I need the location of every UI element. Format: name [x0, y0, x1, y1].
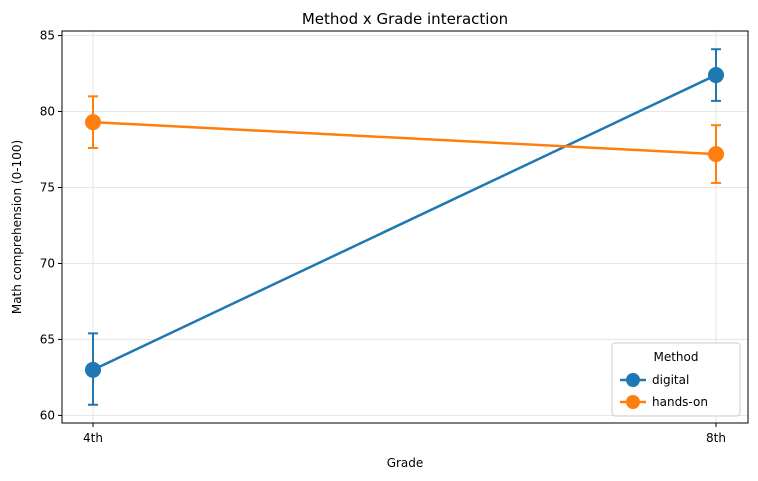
series-digital: [85, 48, 724, 406]
plot-frame: [61, 30, 749, 424]
x-tick-label: 4th: [83, 431, 103, 445]
ticks: 60 65 70 75 80 85 4th 8th: [40, 29, 726, 445]
data-point: [708, 67, 724, 84]
x-tick-label: 8th: [706, 431, 726, 445]
legend-title: Method: [653, 350, 698, 364]
series-hands-on: [85, 95, 724, 184]
legend-item-hands-on: hands-on: [620, 395, 708, 409]
data-point: [708, 146, 724, 163]
y-tick-label: 70: [40, 256, 55, 270]
series-line: [92, 73, 717, 371]
legend-box: [611, 342, 741, 417]
x-axis-label: Grade: [387, 456, 424, 470]
series-layer: [85, 48, 724, 406]
y-tick-label: 65: [40, 332, 55, 346]
legend-marker: [626, 373, 640, 387]
y-tick-label: 60: [40, 408, 55, 422]
y-axis-label: Math comprehension (0-100): [10, 140, 24, 314]
data-point: [85, 361, 101, 378]
y-tick-label: 80: [40, 105, 55, 119]
series-line: [92, 120, 717, 156]
y-tick-label: 85: [40, 29, 55, 43]
legend-marker: [626, 395, 640, 409]
legend: Method digital hands-on: [611, 342, 741, 417]
chart-title: Method x Grade interaction: [302, 10, 508, 28]
legend-label: hands-on: [652, 395, 708, 409]
y-tick-label: 75: [40, 180, 55, 194]
data-point: [85, 114, 101, 131]
legend-label: digital: [652, 373, 689, 387]
legend-item-digital: digital: [620, 373, 689, 387]
